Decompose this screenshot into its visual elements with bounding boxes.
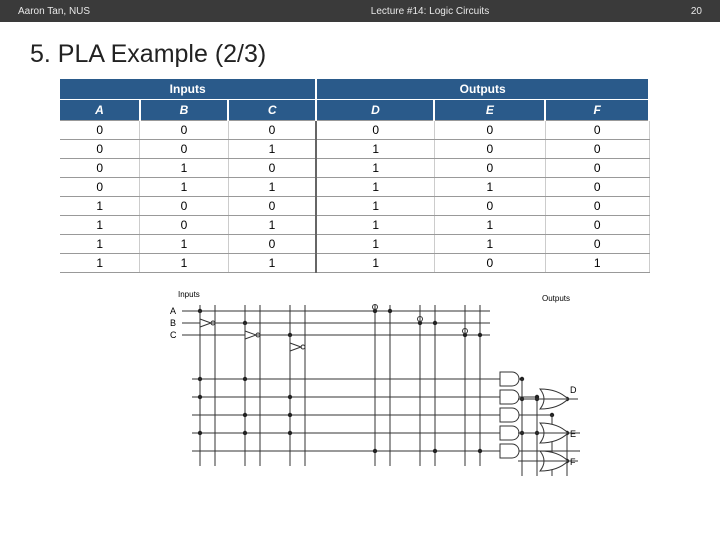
cell: 1 [228,254,316,273]
cell: 0 [228,159,316,178]
svg-text:D: D [570,385,577,395]
cell: 1 [316,159,434,178]
slide-title: 5. PLA Example (2/3) [30,40,720,69]
cell: 0 [60,121,140,140]
cell: 0 [545,159,649,178]
cell: 0 [545,235,649,254]
table-row: 000000 [60,121,649,140]
header-author: Aaron Tan, NUS [18,6,198,17]
cell: 1 [60,235,140,254]
col-group-inputs: Inputs [60,79,316,100]
cell: 1 [228,216,316,235]
cell: 1 [434,216,545,235]
svg-text:Inputs: Inputs [178,290,200,299]
cell: 0 [140,121,228,140]
svg-text:Outputs: Outputs [542,294,570,303]
cell: 1 [228,178,316,197]
cell: 1 [316,197,434,216]
cell: 0 [228,235,316,254]
cell: 1 [60,197,140,216]
col-F: F [545,100,649,121]
cell: 0 [434,140,545,159]
table-row: 101110 [60,216,649,235]
cell: 1 [434,178,545,197]
table-row: 001100 [60,140,649,159]
table-row: 111101 [60,254,649,273]
svg-text:F: F [570,457,576,467]
col-E: E [434,100,545,121]
svg-text:A: A [170,306,176,316]
cell: 0 [316,121,434,140]
col-D: D [316,100,434,121]
cell: 0 [60,140,140,159]
cell: 0 [228,121,316,140]
col-A: A [60,100,140,121]
cell: 0 [545,197,649,216]
cell: 0 [545,140,649,159]
header-lecture: Lecture #14: Logic Circuits [198,6,662,17]
cell: 1 [434,235,545,254]
col-B: B [140,100,228,121]
cell: 1 [316,216,434,235]
col-group-outputs: Outputs [316,79,649,100]
cell: 1 [60,216,140,235]
cell: 1 [140,159,228,178]
cell: 1 [140,235,228,254]
cell: 1 [60,254,140,273]
svg-text:C: C [170,330,177,340]
cell: 0 [434,197,545,216]
truth-table: Inputs Outputs ABCDEF 000000001100010100… [60,79,650,273]
svg-text:E: E [570,429,576,439]
cell: 0 [434,159,545,178]
table-row: 110110 [60,235,649,254]
cell: 1 [316,140,434,159]
header-page: 20 [662,6,702,17]
table-row: 011110 [60,178,649,197]
cell: 0 [545,121,649,140]
cell: 0 [140,197,228,216]
cell: 0 [140,140,228,159]
cell: 1 [316,178,434,197]
cell: 0 [60,159,140,178]
cell: 1 [140,254,228,273]
cell: 0 [434,121,545,140]
cell: 0 [434,254,545,273]
cell: 1 [228,140,316,159]
slide-header: Aaron Tan, NUS Lecture #14: Logic Circui… [0,0,720,22]
col-C: C [228,100,316,121]
cell: 0 [545,178,649,197]
cell: 1 [316,235,434,254]
table-row: 010100 [60,159,649,178]
cell: 1 [545,254,649,273]
svg-text:B: B [170,318,176,328]
cell: 0 [545,216,649,235]
cell: 0 [60,178,140,197]
cell: 1 [316,254,434,273]
cell: 0 [228,197,316,216]
pla-diagram: InputsABC Outputs D E F [140,281,580,491]
cell: 1 [140,178,228,197]
cell: 0 [140,216,228,235]
table-row: 100100 [60,197,649,216]
